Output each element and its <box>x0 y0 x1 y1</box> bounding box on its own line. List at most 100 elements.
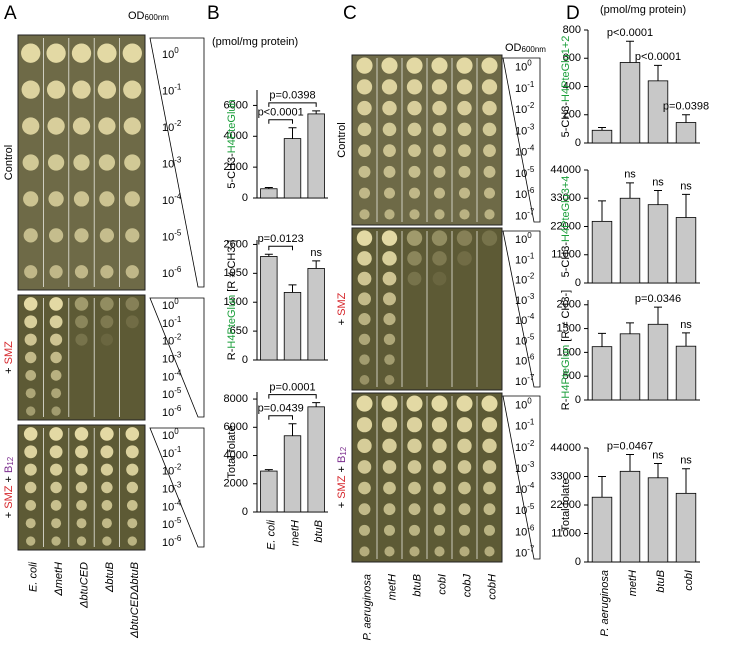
error-bar <box>682 332 690 347</box>
text-part: 10 <box>515 484 527 496</box>
colony-spot <box>384 375 395 385</box>
error-bar <box>626 453 634 472</box>
bar <box>260 470 278 513</box>
dilution-label: 10-6 <box>515 353 535 368</box>
colony-spot <box>356 230 373 246</box>
colony-spot <box>409 546 420 557</box>
strain-label: P. aeruginosa <box>361 574 373 640</box>
text-part: H4PteGlu3+4 <box>560 176 572 242</box>
colony-spot <box>382 271 397 286</box>
text-part: 10 <box>162 268 174 280</box>
text-part: H4PteGlun <box>226 295 238 349</box>
y-tick-label: 0 <box>575 137 581 149</box>
colony-spot <box>125 297 140 311</box>
annotation: p=0.0398 <box>663 101 709 113</box>
text-part: + <box>336 316 348 325</box>
colony-spot <box>72 117 91 135</box>
colony-spot <box>50 351 62 364</box>
text-part: 10 <box>515 234 527 246</box>
colony-spot <box>22 154 39 171</box>
colony-spot <box>23 191 39 207</box>
dilution-label: 10-1 <box>162 83 182 98</box>
y-tick-label: 11000 <box>551 249 581 261</box>
colony-spot <box>359 546 370 557</box>
text-part: + <box>3 509 15 518</box>
colony-spot <box>24 333 37 346</box>
colony-spot <box>407 438 422 453</box>
colony-spot <box>434 524 445 536</box>
text-part: R- <box>560 398 572 410</box>
colony-spot <box>456 79 473 95</box>
significance-bracket <box>268 102 317 107</box>
strain-label: ΔbtuB <box>104 562 116 593</box>
colony-spot <box>100 463 113 476</box>
colony-spot <box>358 333 371 346</box>
colony-spot <box>358 313 371 326</box>
colony-spot <box>24 445 38 459</box>
error-bar <box>264 187 273 189</box>
colony-spot <box>482 122 497 137</box>
y-tick-label: 44000 <box>550 442 581 454</box>
colony-spot <box>126 481 139 494</box>
unit-label: (pmol/mg protein) <box>600 4 686 16</box>
dilution-label: 10-6 <box>515 523 535 538</box>
text-part: 10 <box>162 158 174 170</box>
text-part: 10 <box>162 448 174 460</box>
colony-spot <box>432 251 447 266</box>
colony-spot <box>50 370 62 381</box>
text-part: 0 <box>527 231 532 240</box>
text-part: -7 <box>527 373 535 382</box>
text-part: 10 <box>515 356 527 368</box>
colony-spot <box>74 228 89 243</box>
error-bar <box>626 182 634 199</box>
text-part: -6 <box>527 523 535 532</box>
significance-bracket <box>268 415 293 420</box>
text-part: B <box>336 456 348 463</box>
colony-spot <box>357 100 372 116</box>
colony-spot <box>100 427 114 441</box>
colony-spot <box>127 518 138 529</box>
bar <box>591 129 613 144</box>
colony-spot <box>101 518 112 529</box>
text-part: -4 <box>527 144 535 153</box>
dilution-label: 10-1 <box>515 80 535 95</box>
colony-spot <box>100 315 114 329</box>
dilution-label: 10-3 <box>162 156 182 171</box>
significance-bracket <box>268 394 317 399</box>
strain-label: cobH <box>486 574 498 600</box>
colony-spot <box>22 117 40 135</box>
text-part: Control <box>3 145 15 180</box>
colony-spot <box>23 228 38 243</box>
text-part: -2 <box>527 439 535 448</box>
colony-spot <box>383 333 396 346</box>
colony-spot <box>359 209 370 220</box>
dilution-label: 10-2 <box>515 101 535 116</box>
colony-spot <box>356 57 373 74</box>
bar <box>591 346 613 401</box>
text-part: -1 <box>174 445 182 454</box>
colony-spot <box>122 43 142 63</box>
y-tick-label: 4000 <box>224 449 248 461</box>
y-axis-label: 5-CH3-H4PteGlu1+2 <box>560 36 572 138</box>
colony-spot <box>382 251 397 266</box>
y-tick-label: 2000 <box>224 478 248 490</box>
condition-label: + SMZ + B12 <box>336 446 348 508</box>
y-axis-label: R-H4PteGlun [R ≠ CH3-] <box>560 290 572 410</box>
colony-spot <box>357 251 372 266</box>
colony-spot <box>406 230 423 246</box>
bar <box>647 323 669 401</box>
text-part: 10 <box>515 335 527 347</box>
y-tick-label: 600 <box>563 52 581 64</box>
colony-spot <box>434 209 445 220</box>
y-tick-label: 0 <box>242 192 248 204</box>
colony-spot <box>483 144 496 157</box>
colony-spot <box>408 503 421 516</box>
text-part: + <box>3 364 15 373</box>
text-part: 10 <box>162 407 174 419</box>
colony-spot <box>431 57 448 74</box>
dilution-label: 10-5 <box>162 516 182 531</box>
colony-spot <box>98 117 116 135</box>
strain-label: ΔmetH <box>53 562 65 597</box>
text-part: 0 <box>174 297 179 306</box>
colony-spot <box>102 536 112 546</box>
